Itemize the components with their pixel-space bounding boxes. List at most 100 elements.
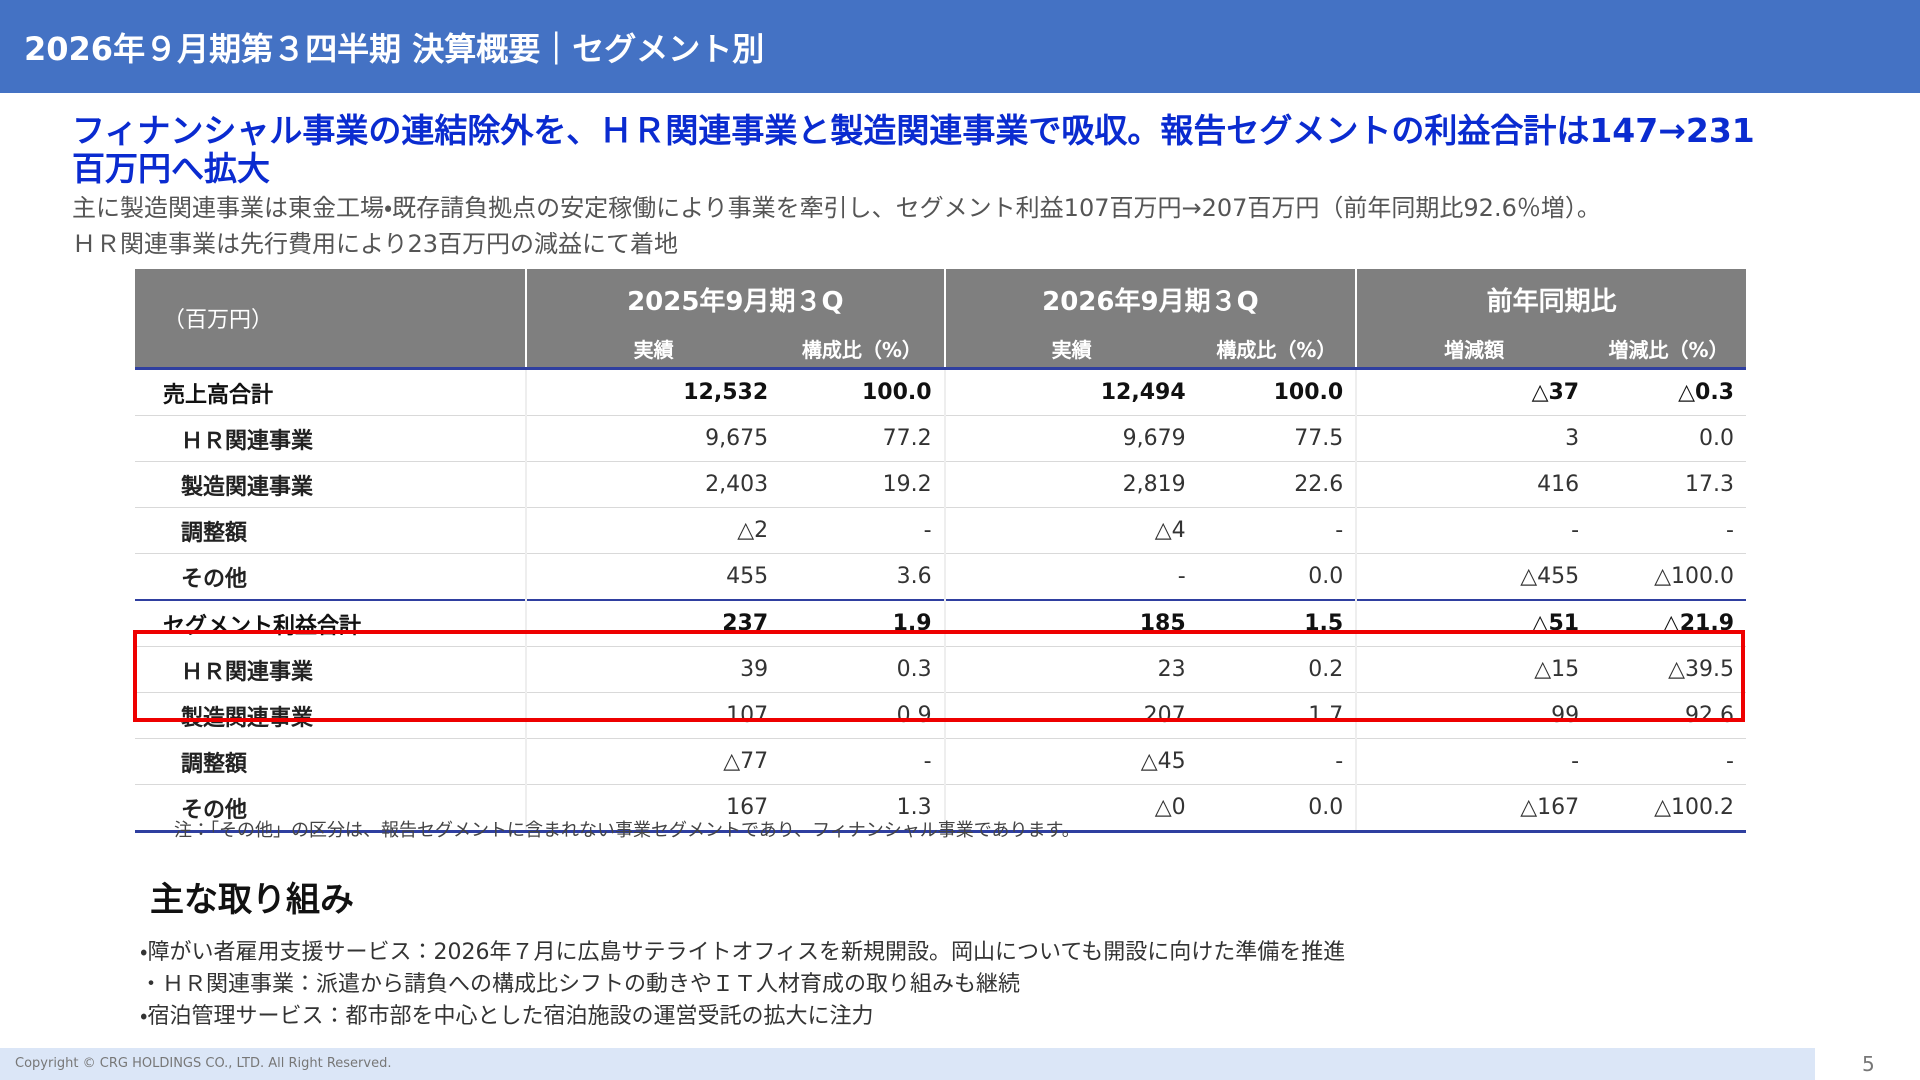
cell: 0.2	[1197, 646, 1357, 693]
cell: 23	[943, 646, 1198, 693]
copyright: Copyright © CRG HOLDINGS CO., LTD. All R…	[15, 1056, 392, 1071]
group-header: 前年同期比	[1355, 269, 1746, 329]
cell: 167	[525, 784, 781, 832]
cell: -	[1355, 507, 1592, 554]
cell: -	[1197, 507, 1357, 554]
subheader: 実績	[525, 329, 781, 369]
table-note: 注：「その他」の区分は、報告セグメントに含まれない事業セグメントであり、フィナン…	[174, 820, 1080, 841]
cell: 1.7	[1197, 692, 1357, 739]
cell: 92.6	[1591, 692, 1746, 739]
cell: △77	[525, 738, 781, 785]
row-label: 製造関連事業	[135, 461, 527, 508]
cell: 416	[1355, 461, 1592, 508]
table-row: 調整額 △2- △4- - -	[135, 507, 1746, 554]
cell: △0.3	[1591, 368, 1746, 416]
group-header: 2026年9月期３Q	[943, 269, 1357, 329]
cell: △45	[943, 738, 1198, 785]
table-row: その他 455 3.6-0.0 △455 △100.0	[135, 553, 1746, 601]
initiative-item: ・ＨＲ関連事業：派遣から請負への構成比シフトの動きやＩＴ人材育成の取り組みも継続	[140, 972, 1021, 997]
cell: 99	[1355, 692, 1592, 739]
cell: △167	[1355, 784, 1592, 832]
headline: フィナンシャル事業の連結除外を、ＨＲ関連事業と製造関連事業で吸収。報告セグメント…	[72, 111, 1755, 188]
cell: 19.2	[780, 461, 945, 508]
cell: 77.5	[1197, 415, 1357, 462]
table-row: 売上高合計 12,532 100.0 12,494 100.0 △37 △0.3	[135, 368, 1746, 416]
cell: -	[943, 553, 1198, 601]
row-label: その他	[135, 784, 527, 832]
section-title: 主な取り組み	[150, 880, 354, 920]
summary-line: 主に製造関連事業は東金工場・既存請負拠点の安定稼働により事業を牽引し、セグメント…	[72, 194, 1601, 222]
cell: 0.0	[1591, 415, 1746, 462]
table-row: ＨＲ関連事業 9,675 77.2 9,679 77.5 3 0.0	[135, 415, 1746, 462]
cell: 39	[525, 646, 781, 693]
cell: -	[1355, 738, 1592, 785]
cell: 22.6	[1197, 461, 1357, 508]
cell: -	[1197, 738, 1357, 785]
table-row: 製造関連事業 2,403 19.2 2,819 22.6 416 17.3	[135, 461, 1746, 508]
cell: △51	[1355, 600, 1592, 647]
table-row: 調整額 △77- △45- - -	[135, 738, 1746, 785]
table-row: その他 167 1.3 △0 0.0 △167 △100.2	[135, 784, 1746, 832]
cell: 9,679	[943, 415, 1198, 462]
row-label: ＨＲ関連事業	[135, 646, 527, 693]
cell: -	[1591, 507, 1746, 554]
row-label: その他	[135, 553, 527, 601]
cell: 1.3	[780, 784, 945, 832]
cell: 3.6	[780, 553, 945, 601]
subheader: 構成比（%）	[1197, 329, 1357, 369]
cell: △39.5	[1591, 646, 1746, 693]
row-label: セグメント利益合計	[135, 600, 527, 647]
row-label: ＨＲ関連事業	[135, 415, 527, 462]
slide-title: 2026年９月期第３四半期 決算概要｜セグメント別	[24, 30, 765, 68]
table-row: セグメント利益合計 237 1.9 185 1.5 △51 △21.9	[135, 600, 1746, 647]
cell: △37	[1355, 368, 1592, 416]
cell: 2,819	[943, 461, 1198, 508]
cell: △4	[943, 507, 1198, 554]
cell: 0.3	[780, 646, 945, 693]
cell: 455	[525, 553, 781, 601]
row-label: 調整額	[135, 738, 527, 785]
row-label: 売上高合計	[135, 368, 527, 416]
highlight-box	[133, 630, 1745, 722]
page-number: 5	[1862, 1052, 1875, 1076]
cell: 100.0	[780, 368, 945, 416]
cell: 12,494	[943, 368, 1198, 416]
unit-header: （百万円）	[135, 269, 527, 369]
subheader: 構成比（%）	[780, 329, 945, 369]
cell: 9,675	[525, 415, 781, 462]
cell: △2	[525, 507, 781, 554]
cell: -	[780, 738, 945, 785]
initiative-item: ・障がい者雇用支援サービス：2026年７月に広島サテライトオフィスを新規開設。岡…	[140, 940, 1346, 965]
cell: 100.0	[1197, 368, 1357, 416]
cell: 77.2	[780, 415, 945, 462]
cell: 17.3	[1591, 461, 1746, 508]
cell: 207	[943, 692, 1198, 739]
table-row: ＨＲ関連事業 39 0.3 23 0.2 △15 △39.5	[135, 646, 1746, 693]
cell: -	[780, 507, 945, 554]
cell: △100.0	[1591, 553, 1746, 601]
subheader: 実績	[943, 329, 1198, 369]
cell: 0.0	[1197, 553, 1357, 601]
subheader: 増減額	[1355, 329, 1592, 369]
group-header: 2025年9月期３Q	[525, 269, 945, 329]
summary-line: ＨＲ関連事業は先行費用により23百万円の減益にて着地	[72, 230, 679, 258]
footer-bar: Copyright © CRG HOLDINGS CO., LTD. All R…	[0, 1048, 1815, 1080]
cell: 3	[1355, 415, 1592, 462]
cell: △0	[943, 784, 1198, 832]
cell: 0.9	[780, 692, 945, 739]
cell: -	[1591, 738, 1746, 785]
row-label: 調整額	[135, 507, 527, 554]
cell: △455	[1355, 553, 1592, 601]
subheader: 増減比（%）	[1591, 329, 1746, 369]
cell: 2,403	[525, 461, 781, 508]
cell: △15	[1355, 646, 1592, 693]
segment-table: （百万円） 2025年9月期３Q 2026年9月期３Q 前年同期比 実績 構成比（%）実…	[135, 269, 1746, 833]
header-bar: 2026年９月期第３四半期 決算概要｜セグメント別	[0, 0, 1920, 93]
cell: 107	[525, 692, 781, 739]
initiative-item: ・宿泊管理サービス：都市部を中心とした宿泊施設の運営受託の拡大に注力	[140, 1004, 874, 1029]
cell: 0.0	[1197, 784, 1357, 832]
cell: 12,532	[525, 368, 781, 416]
cell: △100.2	[1591, 784, 1746, 832]
